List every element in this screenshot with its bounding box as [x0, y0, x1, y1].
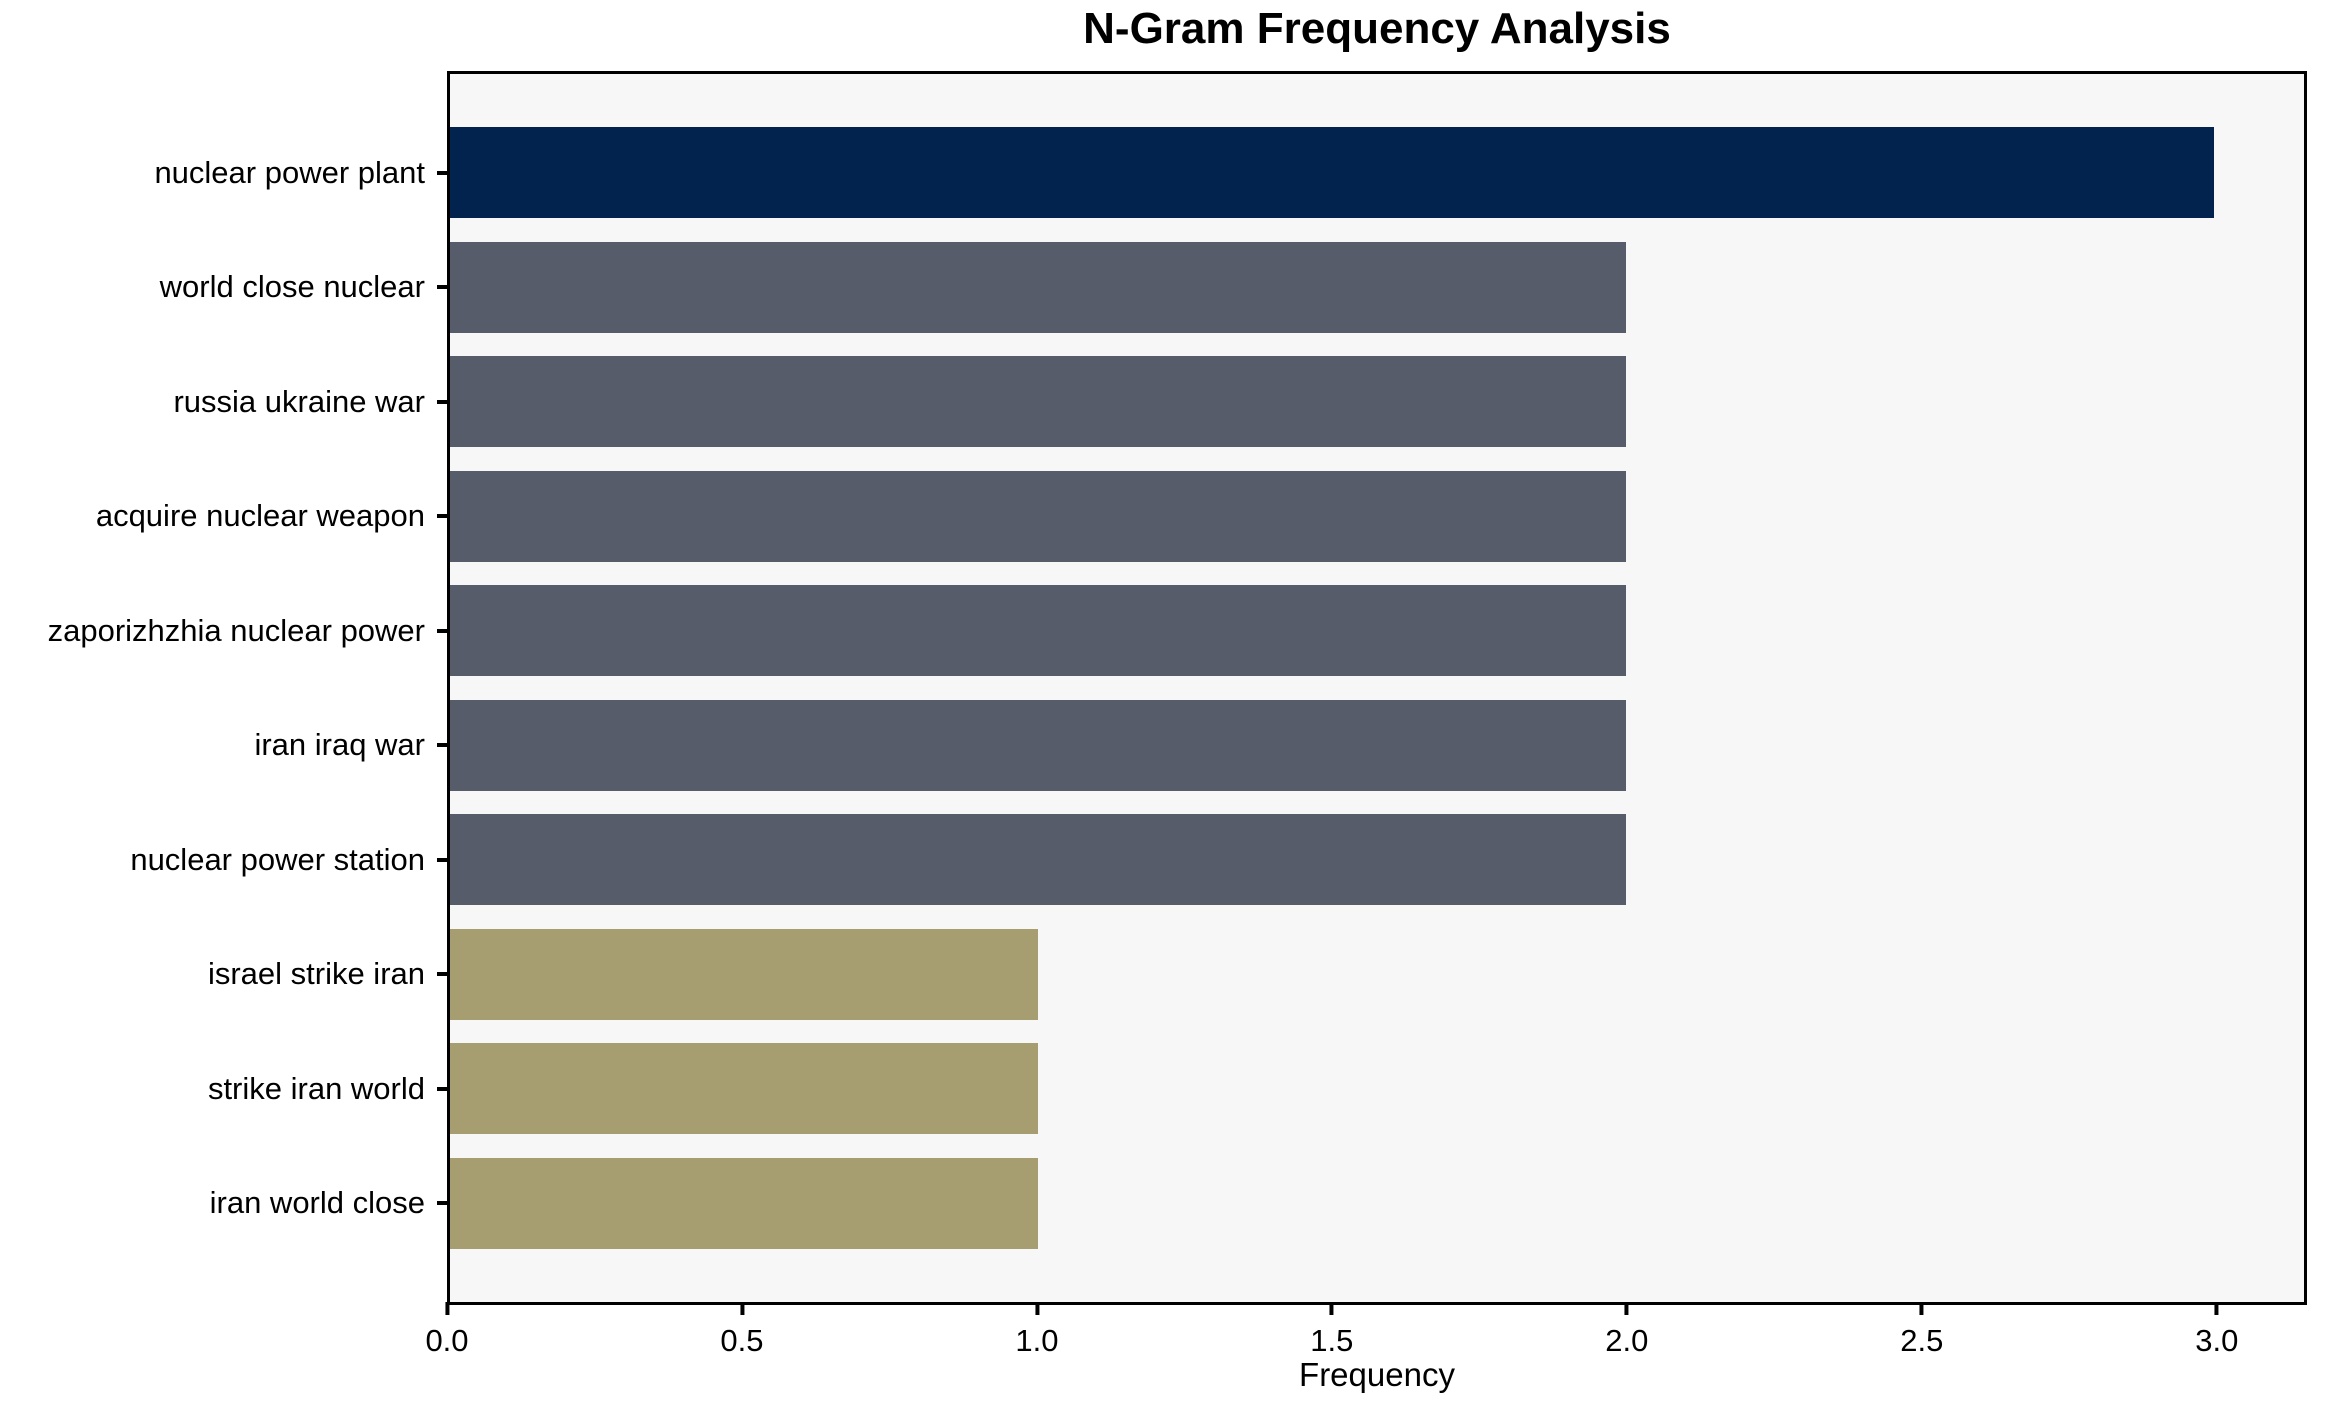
x-tick: 3.0	[2195, 1302, 2238, 1359]
x-tick-label: 1.5	[1310, 1323, 1354, 1358]
y-tick-mark	[437, 1086, 450, 1091]
y-tick-label: iran world close	[209, 1185, 425, 1221]
x-tick-mark	[1919, 1302, 1924, 1315]
frequency-bar	[450, 585, 1626, 677]
x-tick-label: 0.0	[425, 1323, 469, 1358]
x-tick-mark	[1329, 1302, 1334, 1315]
x-axis-label: Frequency	[1299, 1356, 1455, 1393]
frequency-bar	[450, 356, 1626, 448]
y-tick-label: strike iran world	[207, 1070, 425, 1106]
bar-row: israel strike iran	[208, 928, 2304, 1020]
frequency-bar	[450, 1157, 1039, 1249]
y-tick-mark	[437, 972, 450, 977]
x-tick-label: 3.0	[2195, 1323, 2239, 1358]
x-tick-mark	[444, 1302, 449, 1315]
y-tick-mark	[437, 514, 450, 519]
y-tick-mark	[437, 857, 450, 862]
x-tick-label: 2.5	[1900, 1323, 1944, 1358]
frequency-bar	[450, 241, 1626, 333]
x-tick-mark	[1624, 1302, 1629, 1315]
y-tick-mark	[437, 743, 450, 748]
y-tick-label: acquire nuclear weapon	[95, 498, 425, 534]
x-tick-label: 1.0	[1015, 1323, 1059, 1358]
x-tick: 2.0	[1605, 1302, 1648, 1359]
frequency-bar	[450, 127, 2215, 218]
bar-row: iran iraq war	[254, 699, 2304, 791]
frequency-bar	[450, 928, 1039, 1020]
x-tick: 2.5	[1900, 1302, 1943, 1359]
x-tick: 1.5	[1310, 1302, 1353, 1359]
bar-row: nuclear power plant	[154, 127, 2304, 218]
y-tick-label: russia ukraine war	[173, 383, 425, 419]
bar-row: russia ukraine war	[173, 356, 2304, 448]
y-tick-mark	[437, 399, 450, 404]
bar-row: zaporizhzhia nuclear power	[48, 585, 2304, 677]
bars-container: nuclear power plant world close nuclear …	[48, 74, 2304, 1302]
x-tick: 0.0	[425, 1302, 469, 1359]
x-tick: 0.5	[720, 1302, 764, 1359]
x-tick-label: 0.5	[720, 1323, 764, 1358]
y-tick-label: israel strike iran	[207, 956, 425, 992]
x-tick-mark	[2214, 1302, 2219, 1315]
y-tick-mark	[437, 285, 450, 290]
bar-row: acquire nuclear weapon	[96, 470, 2304, 562]
frequency-bar	[450, 470, 1626, 562]
y-tick-label: nuclear power station	[130, 841, 425, 877]
plot-area: nuclear power plant world close nuclear …	[48, 71, 2307, 1358]
bar-row: strike iran world	[208, 1043, 2304, 1135]
y-tick-label: nuclear power plant	[154, 154, 425, 190]
y-tick-label: world close nuclear	[159, 269, 425, 305]
bar-row: world close nuclear	[160, 241, 2304, 333]
y-tick-mark	[437, 628, 450, 633]
bar-row: nuclear power station	[130, 814, 2304, 906]
frequency-bar	[450, 699, 1626, 791]
frequency-bar	[450, 1043, 1039, 1135]
x-tick: 1.0	[1015, 1302, 1059, 1359]
chart-title: N-Gram Frequency Analysis	[1083, 4, 1671, 53]
x-tick-label: 2.0	[1605, 1323, 1649, 1358]
y-tick-label: iran iraq war	[254, 727, 425, 763]
frequency-bar	[450, 814, 1626, 906]
x-tick-mark	[739, 1302, 744, 1315]
x-tick-mark	[1034, 1302, 1039, 1315]
y-tick-mark	[437, 170, 450, 175]
y-tick-label: zaporizhzhia nuclear power	[47, 612, 425, 648]
bar-row: iran world close	[210, 1157, 2304, 1249]
y-tick-mark	[437, 1201, 450, 1206]
